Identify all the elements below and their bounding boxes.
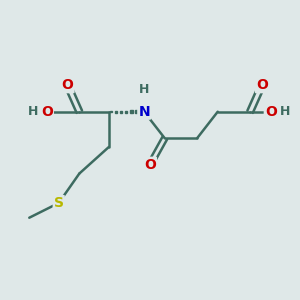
Polygon shape <box>130 110 133 113</box>
Text: O: O <box>265 105 277 119</box>
Text: H: H <box>139 82 149 95</box>
Polygon shape <box>135 110 137 113</box>
Polygon shape <box>125 111 128 113</box>
Polygon shape <box>110 111 112 112</box>
Text: S: S <box>54 196 64 210</box>
Polygon shape <box>120 111 122 113</box>
Text: H: H <box>28 105 38 118</box>
Polygon shape <box>115 111 117 112</box>
Text: N: N <box>138 105 150 119</box>
Text: O: O <box>256 78 268 92</box>
Text: O: O <box>61 78 74 92</box>
Polygon shape <box>140 110 142 113</box>
Text: O: O <box>144 158 156 172</box>
Text: H: H <box>280 105 290 118</box>
Text: O: O <box>41 105 53 119</box>
